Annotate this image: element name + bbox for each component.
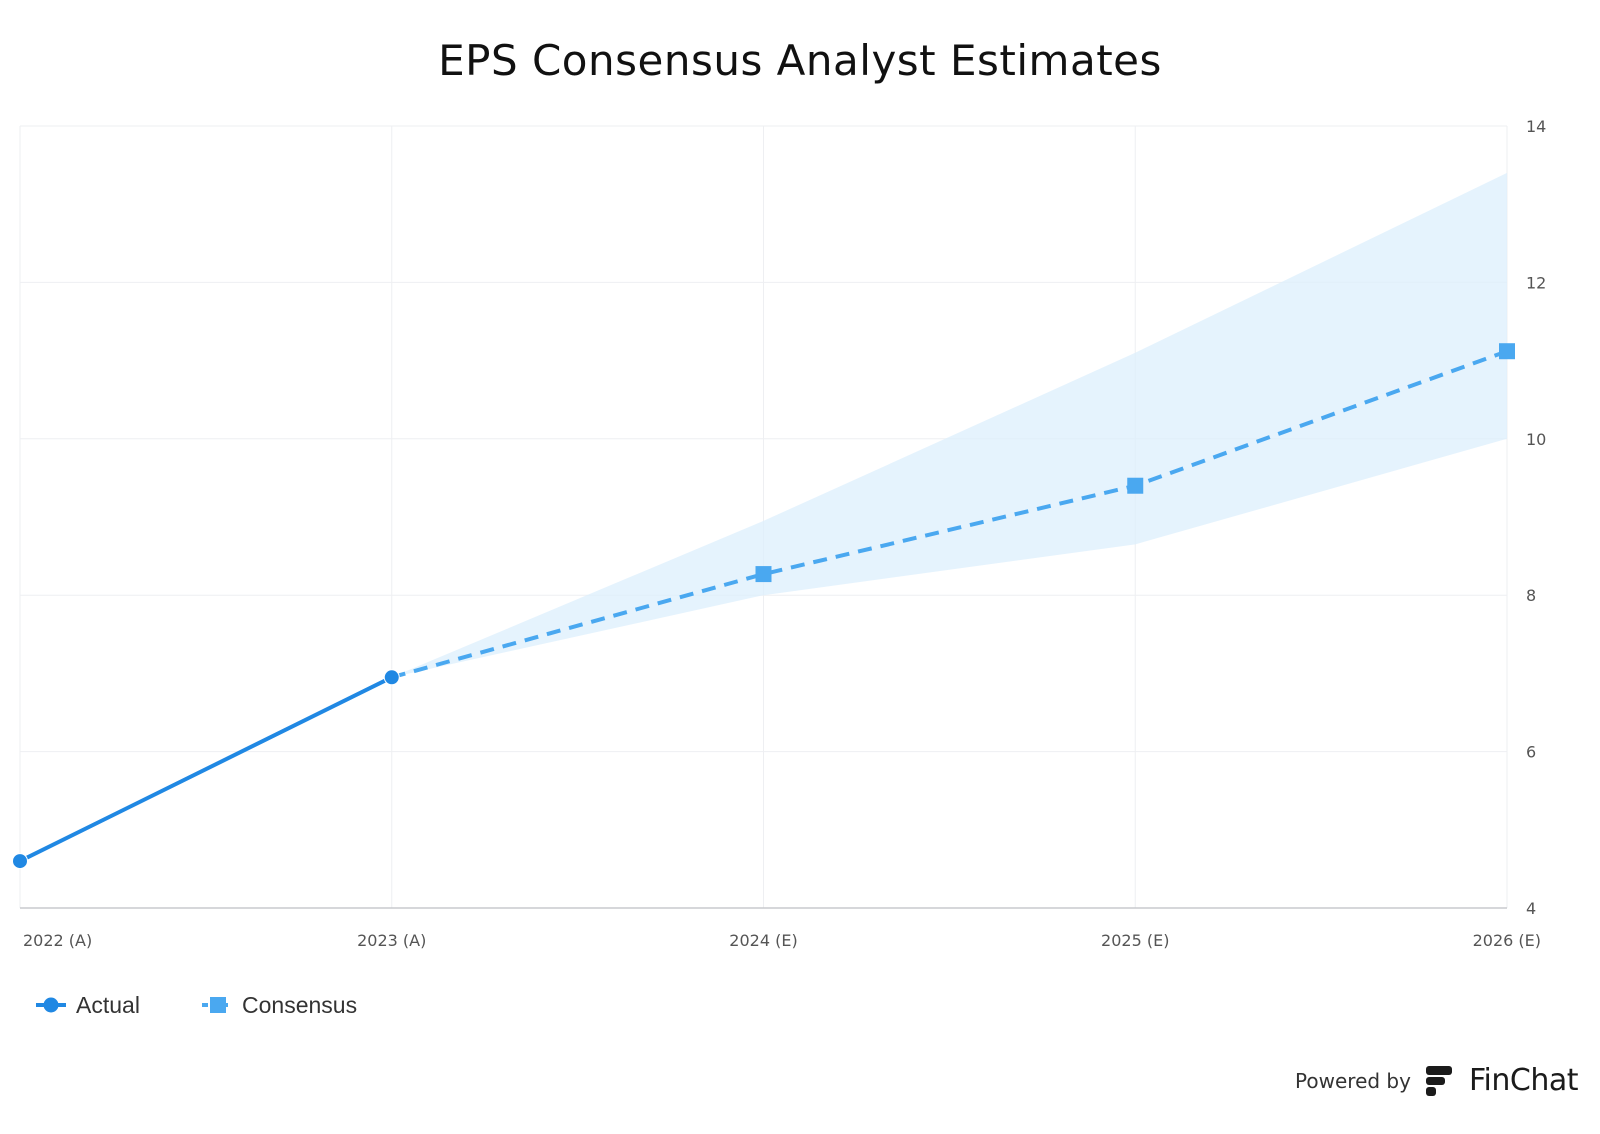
x-tick-label: 2024 (E) <box>729 931 797 950</box>
series-lines <box>19 349 1508 863</box>
y-tick-label: 10 <box>1526 430 1546 449</box>
data-point-actual[interactable] <box>383 669 400 686</box>
powered-by-text: Powered by <box>1295 1068 1411 1093</box>
legend-marker-circle <box>43 997 59 1013</box>
data-point-consensus[interactable] <box>755 566 772 583</box>
chart-title: EPS Consensus Analyst Estimates <box>438 36 1162 85</box>
y-tick-label: 4 <box>1526 899 1536 918</box>
x-tick-label: 2026 (E) <box>1473 931 1541 950</box>
x-tick-label: 2023 (A) <box>357 931 426 950</box>
powered-by-footer[interactable]: Powered by FinChat <box>1295 1063 1578 1098</box>
estimate-range-area <box>391 172 1507 678</box>
y-tick-label: 12 <box>1526 273 1546 292</box>
legend-item-actual[interactable]: Actual <box>36 992 140 1018</box>
data-point-consensus[interactable] <box>1127 477 1144 494</box>
estimate-range-band <box>391 172 1507 678</box>
x-tick-label: 2022 (A) <box>23 931 92 950</box>
data-point-consensus[interactable] <box>1499 343 1515 360</box>
y-tick-label: 8 <box>1526 586 1536 605</box>
series-markers <box>12 343 1515 870</box>
grid <box>19 125 1508 908</box>
finchat-brand: FinChat <box>1468 1063 1579 1098</box>
y-tick-label: 14 <box>1526 117 1546 136</box>
x-tick-label: 2025 (E) <box>1101 931 1169 950</box>
data-point-actual[interactable] <box>12 853 28 870</box>
series-line-actual <box>19 675 393 863</box>
legend: Actual Consensus <box>36 992 357 1018</box>
series-line-consensus <box>391 349 1508 680</box>
legend-item-consensus[interactable]: Consensus <box>202 992 357 1018</box>
finchat-logo-icon <box>1425 1065 1452 1096</box>
axes: 4 6 8 10 12 14 2022 (A) 2023 (A) 2024 (E) 2025 (E… <box>20 117 1546 950</box>
legend-label: Consensus <box>242 992 357 1018</box>
legend-marker-square <box>210 997 226 1013</box>
legend-label: Actual <box>76 992 140 1018</box>
y-tick-label: 6 <box>1526 743 1536 762</box>
